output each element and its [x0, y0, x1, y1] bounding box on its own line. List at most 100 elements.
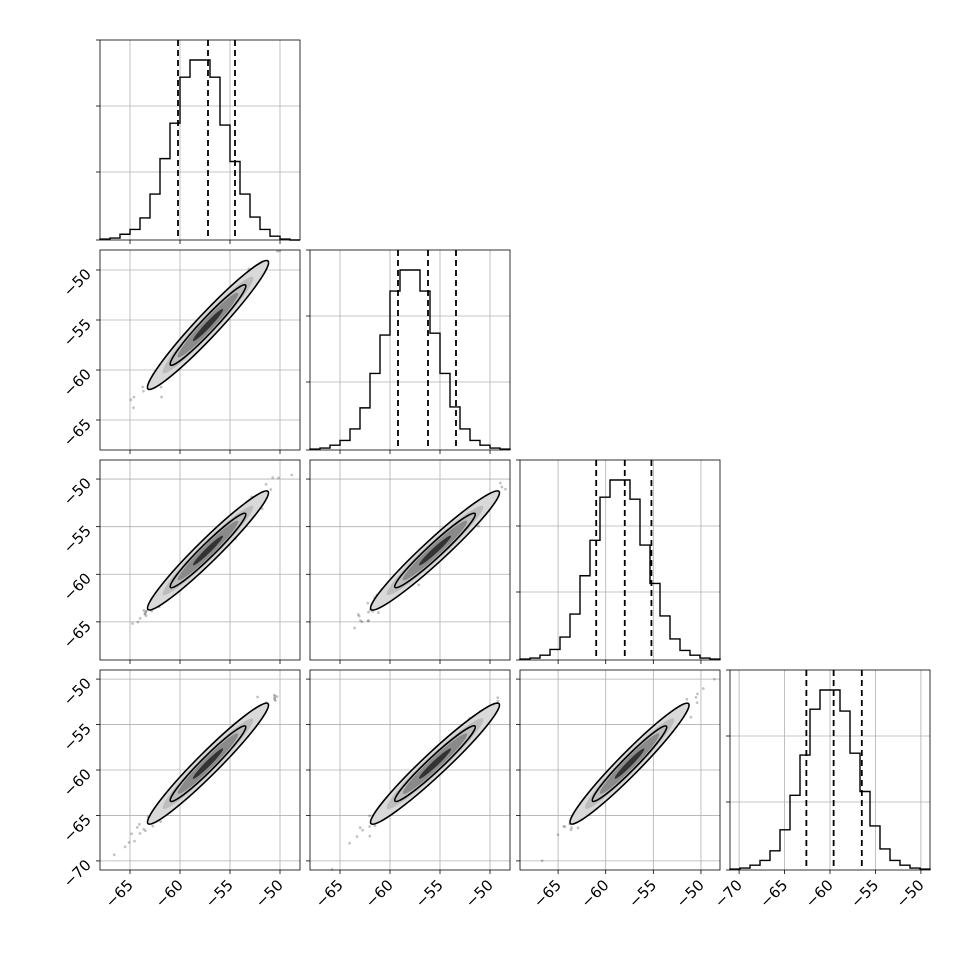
sample-point	[131, 622, 134, 625]
contour-line-1	[169, 283, 247, 367]
panel-1-0: −65 −60 −55 −50	[60, 249, 301, 454]
x-tick-label: −55	[625, 876, 660, 911]
sample-point	[144, 610, 148, 614]
x-tick-label: −65	[102, 876, 137, 911]
y-tick-label: −50	[60, 674, 95, 709]
sample-point	[127, 841, 131, 844]
x-tick-label: −60	[802, 876, 837, 911]
sample-point	[361, 828, 365, 832]
y-tick-label: −70	[60, 856, 95, 891]
y-tick-label: −60	[60, 765, 95, 800]
contour-line-1	[393, 724, 477, 803]
sample-point	[694, 695, 698, 699]
sample-point	[290, 473, 294, 477]
sample-point	[356, 613, 360, 616]
sample-point	[123, 845, 127, 849]
panel-frame	[99, 39, 301, 241]
panel-frame	[309, 249, 511, 451]
sample-point	[477, 524, 481, 528]
density-level-3	[418, 748, 452, 779]
histogram-0	[99, 59, 300, 241]
panel-frame	[519, 669, 721, 871]
sample-point	[367, 610, 370, 614]
x-tick-label: −70	[711, 876, 746, 911]
sample-point	[417, 583, 421, 587]
sample-point	[160, 395, 163, 399]
panel-3-0: −70−65−60−55−50−65 −60 −55 −50	[60, 669, 301, 911]
x-tick-label: −50	[893, 876, 928, 911]
x-tick-label: −55	[202, 876, 237, 911]
sample-point	[277, 476, 280, 480]
sample-point	[500, 485, 504, 489]
sample-point	[138, 832, 142, 835]
panel-2-2	[516, 459, 721, 664]
contour-line-0	[146, 702, 270, 825]
x-tick-label: −55	[412, 876, 447, 911]
contour-line-0	[369, 490, 501, 611]
sample-point	[576, 826, 580, 830]
sample-point	[144, 829, 147, 833]
y-tick-label: −60	[60, 569, 95, 604]
sample-point	[271, 476, 275, 480]
x-tick-label: −65	[756, 876, 791, 911]
x-tick-label: −60	[577, 876, 612, 911]
sample-point	[276, 249, 279, 253]
sample-point	[689, 715, 693, 719]
sample-point	[133, 839, 136, 843]
sample-point	[498, 481, 502, 485]
sample-point	[132, 395, 136, 399]
contour-line-1	[393, 512, 477, 589]
panel-0-0	[96, 39, 301, 244]
panel-frame	[309, 669, 511, 871]
sample-point	[504, 487, 507, 491]
panel-frame	[729, 669, 931, 871]
sample-point	[138, 822, 141, 826]
sample-point	[685, 697, 689, 701]
sample-point	[712, 677, 716, 681]
contour-line-0	[369, 702, 501, 826]
sample-point	[357, 614, 361, 618]
sample-point	[330, 868, 334, 871]
x-tick-label: −65	[312, 876, 347, 911]
contour-line-0	[146, 259, 270, 391]
x-tick-label: −60	[362, 876, 397, 911]
x-tick-label: −55	[847, 876, 882, 911]
sample-point	[143, 612, 147, 615]
y-tick-label: −60	[60, 365, 95, 400]
y-tick-label: −50	[60, 265, 95, 300]
sample-point	[138, 616, 142, 620]
sample-point	[540, 859, 544, 863]
density-level-3	[418, 535, 452, 566]
panel-2-1	[306, 459, 511, 664]
sample-point	[159, 385, 163, 389]
sample-point	[141, 389, 145, 393]
y-tick-label: −55	[60, 522, 95, 557]
sample-point	[273, 694, 277, 698]
sample-point	[130, 832, 133, 836]
histogram-1	[309, 269, 511, 450]
x-tick-label: −60	[152, 876, 187, 911]
density-level-3	[192, 308, 224, 342]
sample-point	[112, 853, 116, 857]
y-tick-label: −65	[60, 415, 95, 450]
histogram-2	[519, 479, 721, 660]
sample-point	[563, 825, 567, 829]
contour-line-0	[146, 490, 270, 611]
x-tick-label: −50	[673, 876, 708, 911]
y-tick-label: −65	[60, 811, 95, 846]
sample-point	[132, 406, 135, 410]
sample-point	[355, 835, 359, 839]
sample-point	[269, 488, 273, 491]
sample-point	[273, 697, 276, 701]
panel-2-0: −65 −60 −55 −50	[60, 459, 301, 664]
x-tick-label: −50	[462, 876, 497, 911]
sample-point	[366, 601, 370, 605]
sample-point	[556, 833, 560, 837]
panel-frame	[309, 459, 511, 661]
sample-point	[366, 619, 370, 623]
sample-point	[701, 687, 705, 690]
sample-point	[353, 626, 356, 630]
sample-point	[151, 824, 155, 828]
panel-frame	[99, 459, 301, 661]
histogram-3	[729, 689, 931, 870]
